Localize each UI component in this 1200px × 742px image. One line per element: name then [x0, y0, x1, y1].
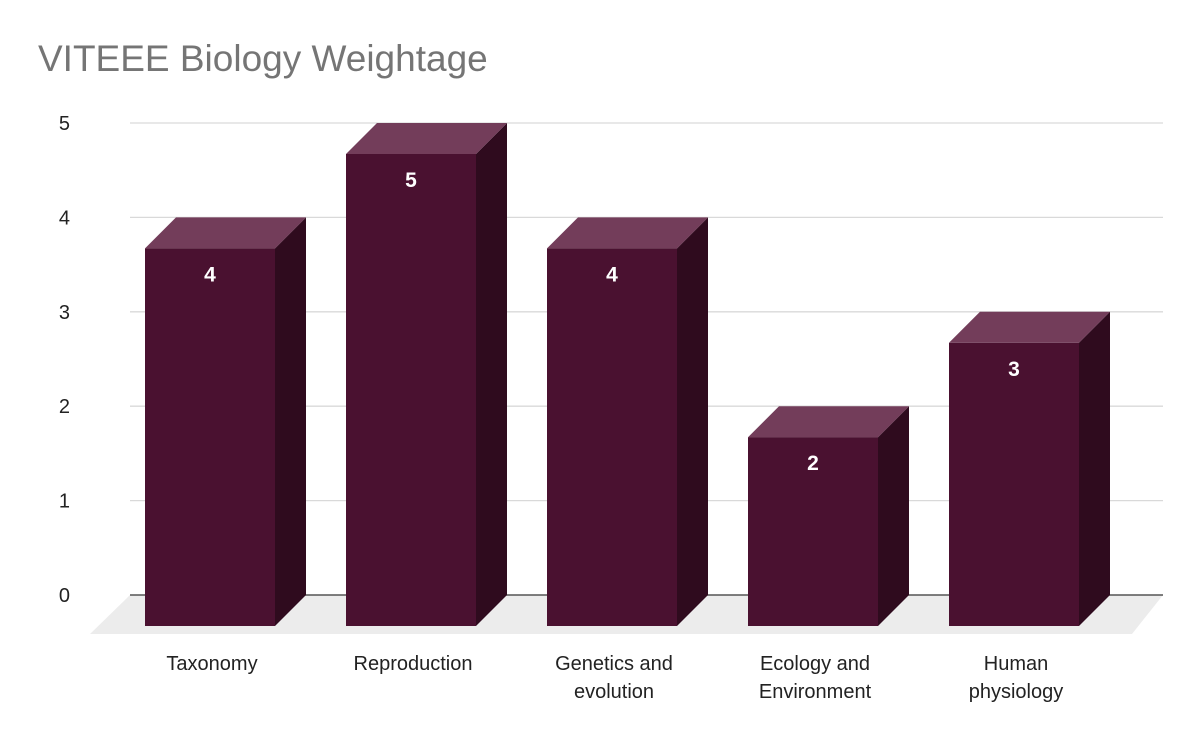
x-category-label-line: Taxonomy: [166, 653, 257, 675]
bar-side-face: [878, 406, 909, 626]
bar-top-face: [949, 311, 1110, 343]
chart-title: VITEEE Biology Weightage: [38, 38, 488, 79]
bars: 4 5 4 2 3: [145, 123, 1110, 626]
bar-front-face: [547, 248, 677, 626]
bar-data-label: 5: [405, 169, 417, 192]
y-axis-ticks: 0 1 2 3 4 5: [59, 113, 70, 607]
bar-top-face: [346, 123, 507, 154]
bar-front-face: [346, 154, 476, 626]
bar-side-face: [476, 123, 507, 626]
y-tick-label: 1: [59, 491, 70, 513]
bar: 3: [949, 311, 1110, 626]
bar-side-face: [1079, 311, 1110, 626]
x-category-label-line: physiology: [969, 681, 1064, 703]
bar-side-face: [275, 217, 306, 626]
bar-data-label: 2: [807, 452, 819, 475]
x-category-label: Ecology and Environment: [759, 653, 872, 703]
x-category-label-line: Environment: [759, 681, 872, 703]
x-axis-labels: Taxonomy Reproduction Genetics and evolutio…: [166, 653, 1063, 703]
bar: 4: [547, 217, 708, 626]
y-tick-label: 2: [59, 396, 70, 418]
x-category-label: Taxonomy: [166, 653, 257, 675]
x-category-label-line: Human: [984, 653, 1048, 675]
bar-data-label: 4: [606, 263, 618, 286]
bar: 2: [748, 406, 909, 626]
x-category-label-line: Ecology and: [760, 653, 870, 675]
bar-front-face: [145, 248, 275, 626]
bar-top-face: [145, 217, 306, 249]
x-category-label: Genetics and evolution: [555, 653, 673, 703]
bar-top-face: [547, 217, 708, 249]
y-tick-label: 5: [59, 113, 70, 135]
bar: 5: [346, 123, 507, 626]
x-category-label: Reproduction: [354, 653, 473, 675]
y-tick-label: 3: [59, 302, 70, 324]
bar-top-face: [748, 406, 909, 438]
bar-front-face: [748, 437, 878, 626]
bar-data-label: 4: [204, 263, 216, 286]
x-category-label-line: Genetics and: [555, 653, 673, 675]
y-tick-label: 0: [59, 585, 70, 607]
bar-side-face: [677, 217, 708, 626]
bar-data-label: 3: [1008, 358, 1020, 381]
bar: 4: [145, 217, 306, 626]
x-category-label-line: evolution: [574, 681, 654, 703]
x-category-label-line: Reproduction: [354, 653, 473, 675]
x-category-label: Human physiology: [969, 653, 1064, 703]
y-tick-label: 4: [59, 207, 70, 229]
bar-front-face: [949, 342, 1079, 626]
